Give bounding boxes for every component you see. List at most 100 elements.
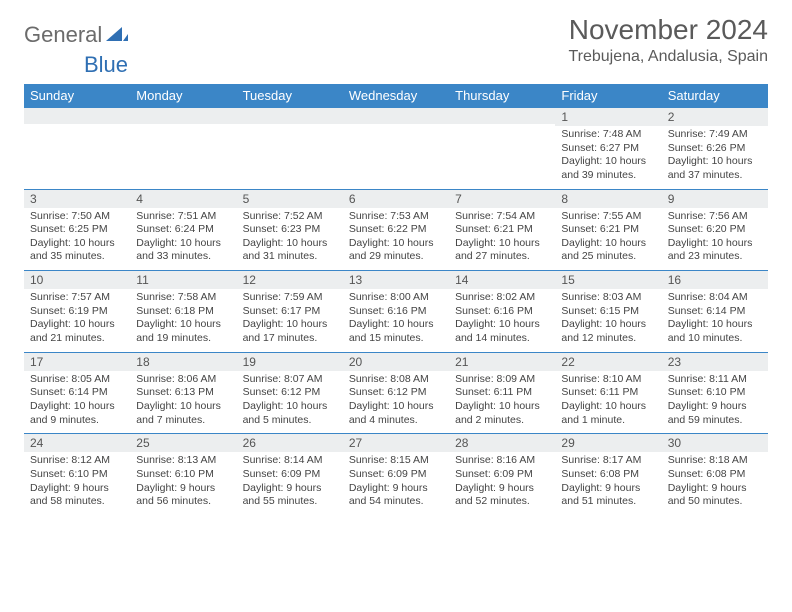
- daylight-text: Daylight: 10 hours and 17 minutes.: [243, 318, 337, 345]
- sunset-text: Sunset: 6:26 PM: [668, 142, 762, 156]
- sunrise-text: Sunrise: 8:16 AM: [455, 454, 549, 468]
- calendar-day: 19Sunrise: 8:07 AMSunset: 6:12 PMDayligh…: [237, 352, 343, 434]
- day-number: 1: [555, 108, 661, 126]
- sunrise-text: Sunrise: 8:15 AM: [349, 454, 443, 468]
- calendar-day: 26Sunrise: 8:14 AMSunset: 6:09 PMDayligh…: [237, 434, 343, 515]
- day-number: 10: [24, 271, 130, 289]
- day-body: Sunrise: 8:16 AMSunset: 6:09 PMDaylight:…: [449, 452, 555, 515]
- calendar-day: 4Sunrise: 7:51 AMSunset: 6:24 PMDaylight…: [130, 189, 236, 271]
- sunset-text: Sunset: 6:16 PM: [349, 305, 443, 319]
- day-number: 3: [24, 190, 130, 208]
- daylight-text: Daylight: 9 hours and 55 minutes.: [243, 482, 337, 509]
- brand-blue: Blue: [84, 52, 128, 77]
- calendar-day: 23Sunrise: 8:11 AMSunset: 6:10 PMDayligh…: [662, 352, 768, 434]
- sunrise-text: Sunrise: 7:48 AM: [561, 128, 655, 142]
- calendar-day: [343, 108, 449, 190]
- day-header: Saturday: [662, 84, 768, 108]
- day-body: Sunrise: 7:49 AMSunset: 6:26 PMDaylight:…: [662, 126, 768, 189]
- sunrise-text: Sunrise: 7:54 AM: [455, 210, 549, 224]
- daylight-text: Daylight: 10 hours and 12 minutes.: [561, 318, 655, 345]
- sunrise-text: Sunrise: 8:14 AM: [243, 454, 337, 468]
- day-number: 15: [555, 271, 661, 289]
- daylight-text: Daylight: 9 hours and 50 minutes.: [668, 482, 762, 509]
- day-number: 21: [449, 353, 555, 371]
- day-number: [24, 108, 130, 124]
- day-number: 22: [555, 353, 661, 371]
- calendar-day: 5Sunrise: 7:52 AMSunset: 6:23 PMDaylight…: [237, 189, 343, 271]
- day-body: Sunrise: 8:05 AMSunset: 6:14 PMDaylight:…: [24, 371, 130, 434]
- sunrise-text: Sunrise: 8:17 AM: [561, 454, 655, 468]
- sunset-text: Sunset: 6:12 PM: [243, 386, 337, 400]
- day-body: Sunrise: 7:56 AMSunset: 6:20 PMDaylight:…: [662, 208, 768, 271]
- day-body: Sunrise: 8:07 AMSunset: 6:12 PMDaylight:…: [237, 371, 343, 434]
- calendar-day: [237, 108, 343, 190]
- sunset-text: Sunset: 6:19 PM: [30, 305, 124, 319]
- calendar-week: 10Sunrise: 7:57 AMSunset: 6:19 PMDayligh…: [24, 271, 768, 353]
- sunrise-text: Sunrise: 7:50 AM: [30, 210, 124, 224]
- sunset-text: Sunset: 6:11 PM: [561, 386, 655, 400]
- day-body: [449, 124, 555, 180]
- day-body: Sunrise: 8:04 AMSunset: 6:14 PMDaylight:…: [662, 289, 768, 352]
- day-body: Sunrise: 7:59 AMSunset: 6:17 PMDaylight:…: [237, 289, 343, 352]
- calendar-table: SundayMondayTuesdayWednesdayThursdayFrid…: [24, 84, 768, 515]
- day-number: [449, 108, 555, 124]
- sunset-text: Sunset: 6:25 PM: [30, 223, 124, 237]
- sunset-text: Sunset: 6:14 PM: [668, 305, 762, 319]
- day-number: 8: [555, 190, 661, 208]
- day-body: Sunrise: 8:12 AMSunset: 6:10 PMDaylight:…: [24, 452, 130, 515]
- day-body: Sunrise: 8:17 AMSunset: 6:08 PMDaylight:…: [555, 452, 661, 515]
- day-number: 30: [662, 434, 768, 452]
- calendar-day: 22Sunrise: 8:10 AMSunset: 6:11 PMDayligh…: [555, 352, 661, 434]
- calendar-day: 6Sunrise: 7:53 AMSunset: 6:22 PMDaylight…: [343, 189, 449, 271]
- day-number: [130, 108, 236, 124]
- day-number: 4: [130, 190, 236, 208]
- daylight-text: Daylight: 9 hours and 56 minutes.: [136, 482, 230, 509]
- daylight-text: Daylight: 10 hours and 5 minutes.: [243, 400, 337, 427]
- day-number: 24: [24, 434, 130, 452]
- day-header: Friday: [555, 84, 661, 108]
- sunset-text: Sunset: 6:21 PM: [455, 223, 549, 237]
- day-header: Wednesday: [343, 84, 449, 108]
- day-body: Sunrise: 8:06 AMSunset: 6:13 PMDaylight:…: [130, 371, 236, 434]
- day-body: [130, 124, 236, 180]
- sunrise-text: Sunrise: 7:56 AM: [668, 210, 762, 224]
- calendar-day: 14Sunrise: 8:02 AMSunset: 6:16 PMDayligh…: [449, 271, 555, 353]
- day-body: Sunrise: 7:50 AMSunset: 6:25 PMDaylight:…: [24, 208, 130, 271]
- day-body: Sunrise: 7:51 AMSunset: 6:24 PMDaylight:…: [130, 208, 236, 271]
- day-body: Sunrise: 7:57 AMSunset: 6:19 PMDaylight:…: [24, 289, 130, 352]
- calendar-day: 13Sunrise: 8:00 AMSunset: 6:16 PMDayligh…: [343, 271, 449, 353]
- day-number: 27: [343, 434, 449, 452]
- daylight-text: Daylight: 10 hours and 31 minutes.: [243, 237, 337, 264]
- calendar-day: 2Sunrise: 7:49 AMSunset: 6:26 PMDaylight…: [662, 108, 768, 190]
- day-number: 25: [130, 434, 236, 452]
- daylight-text: Daylight: 9 hours and 58 minutes.: [30, 482, 124, 509]
- calendar-day: 9Sunrise: 7:56 AMSunset: 6:20 PMDaylight…: [662, 189, 768, 271]
- sunrise-text: Sunrise: 8:04 AM: [668, 291, 762, 305]
- calendar-week: 17Sunrise: 8:05 AMSunset: 6:14 PMDayligh…: [24, 352, 768, 434]
- sunset-text: Sunset: 6:09 PM: [243, 468, 337, 482]
- calendar-day: 8Sunrise: 7:55 AMSunset: 6:21 PMDaylight…: [555, 189, 661, 271]
- sunrise-text: Sunrise: 8:10 AM: [561, 373, 655, 387]
- sunset-text: Sunset: 6:08 PM: [561, 468, 655, 482]
- sunset-text: Sunset: 6:08 PM: [668, 468, 762, 482]
- sunrise-text: Sunrise: 8:02 AM: [455, 291, 549, 305]
- sunset-text: Sunset: 6:17 PM: [243, 305, 337, 319]
- sunrise-text: Sunrise: 8:05 AM: [30, 373, 124, 387]
- day-number: 29: [555, 434, 661, 452]
- calendar-week: 24Sunrise: 8:12 AMSunset: 6:10 PMDayligh…: [24, 434, 768, 515]
- sunset-text: Sunset: 6:09 PM: [349, 468, 443, 482]
- calendar-day: 16Sunrise: 8:04 AMSunset: 6:14 PMDayligh…: [662, 271, 768, 353]
- sunset-text: Sunset: 6:10 PM: [668, 386, 762, 400]
- sunrise-text: Sunrise: 7:59 AM: [243, 291, 337, 305]
- sunrise-text: Sunrise: 8:03 AM: [561, 291, 655, 305]
- day-number: 17: [24, 353, 130, 371]
- sunset-text: Sunset: 6:27 PM: [561, 142, 655, 156]
- sunset-text: Sunset: 6:24 PM: [136, 223, 230, 237]
- day-number: 6: [343, 190, 449, 208]
- day-number: 19: [237, 353, 343, 371]
- brand-general: General: [24, 22, 102, 48]
- calendar-day: 17Sunrise: 8:05 AMSunset: 6:14 PMDayligh…: [24, 352, 130, 434]
- day-number: 9: [662, 190, 768, 208]
- daylight-text: Daylight: 10 hours and 23 minutes.: [668, 237, 762, 264]
- daylight-text: Daylight: 9 hours and 52 minutes.: [455, 482, 549, 509]
